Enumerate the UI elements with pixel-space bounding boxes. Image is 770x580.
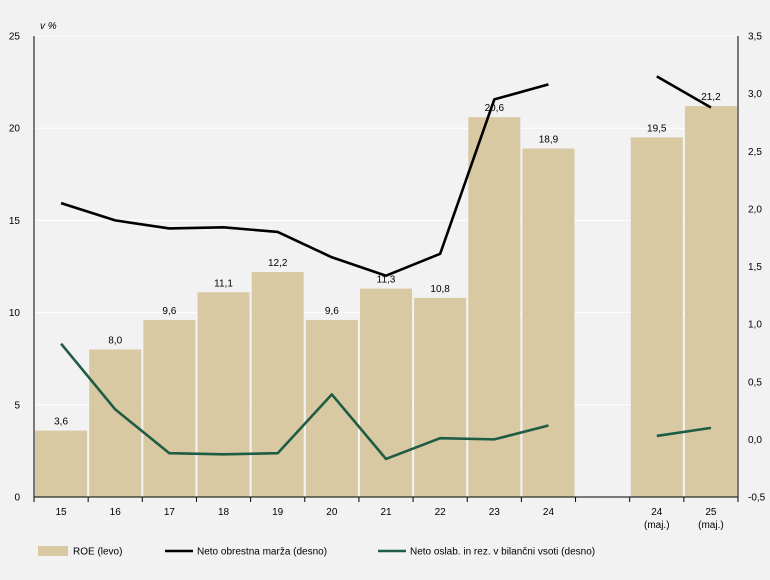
x-axis-tick-label: 17 — [164, 507, 176, 518]
bar-data-label: 21,2 — [701, 92, 721, 103]
x-axis-tick-label: 22 — [435, 507, 447, 518]
bar-data-label: 11,3 — [377, 275, 396, 286]
legend-label: ROE (levo) — [73, 547, 122, 558]
right-axis-tick-label: -0,5 — [748, 493, 766, 504]
bar — [630, 137, 683, 498]
right-axis-tick-label: 0,0 — [748, 435, 762, 446]
right-axis-tick-label: 2,5 — [748, 147, 762, 158]
right-axis-tick-label: 0,5 — [748, 377, 762, 388]
bar — [360, 288, 412, 497]
bar — [684, 106, 737, 498]
left-axis-tick-label: 25 — [9, 32, 21, 43]
left-axis-tick-label: 15 — [9, 216, 21, 227]
bar-data-label: 8,0 — [108, 335, 122, 346]
series-line — [656, 75, 712, 109]
legend-swatch — [38, 546, 68, 556]
series-line — [60, 83, 549, 278]
x-axis-tick-label: 21 — [380, 507, 392, 518]
bar — [251, 272, 304, 497]
left-axis-tick-label: 20 — [9, 124, 21, 135]
bar — [35, 430, 88, 497]
x-axis-tick-label: 15 — [56, 507, 68, 518]
left-axis-tick-label: 5 — [14, 400, 20, 411]
right-axis-tick-label: 3,5 — [748, 32, 762, 43]
left-axis-tick-label: 10 — [9, 308, 21, 319]
bar-data-label: 10,8 — [430, 284, 450, 295]
bar-data-label: 9,6 — [162, 306, 176, 317]
bar-data-label: 11,1 — [214, 278, 233, 289]
x-axis-tick-label: 16 — [110, 507, 122, 518]
bar — [197, 292, 250, 497]
unit-label: v % — [40, 21, 57, 32]
bar — [305, 319, 358, 497]
bar-data-label: 12,2 — [268, 258, 288, 269]
bar — [143, 319, 196, 497]
legend-label: Neto oslab. in rez. v bilančni vsoti (de… — [410, 547, 595, 558]
legend-label: Neto obrestna marža (desno) — [197, 547, 327, 558]
bar-data-label: 20,6 — [485, 103, 505, 114]
right-axis-tick-label: 1,0 — [748, 320, 762, 331]
x-axis-tick-label: 24 — [543, 507, 555, 518]
bar-data-label: 3,6 — [54, 417, 68, 428]
series-line — [656, 426, 712, 438]
bar-data-label: 18,9 — [539, 134, 559, 145]
series-line — [60, 342, 549, 461]
left-axis-tick-label: 0 — [14, 493, 20, 504]
bar-data-label: 19,5 — [647, 123, 667, 134]
bar — [522, 148, 575, 497]
x-axis-tick-label: 18 — [218, 507, 230, 518]
x-axis-tick-label: 19 — [272, 507, 284, 518]
right-axis-tick-label: 3,0 — [748, 89, 762, 100]
right-axis-tick-label: 1,5 — [748, 262, 762, 273]
x-axis-tick-label: 20 — [326, 507, 338, 518]
x-axis-tick-label: 24 — [651, 507, 663, 518]
x-axis-tick-label: 25 — [705, 507, 717, 518]
x-axis-tick-sublabel: (maj.) — [698, 520, 724, 531]
x-axis-tick-label: 23 — [489, 507, 501, 518]
bar — [414, 297, 467, 497]
right-axis-tick-label: 2,0 — [748, 204, 762, 215]
bar-data-label: 9,6 — [325, 306, 339, 317]
x-axis-tick-sublabel: (maj.) — [644, 520, 670, 531]
